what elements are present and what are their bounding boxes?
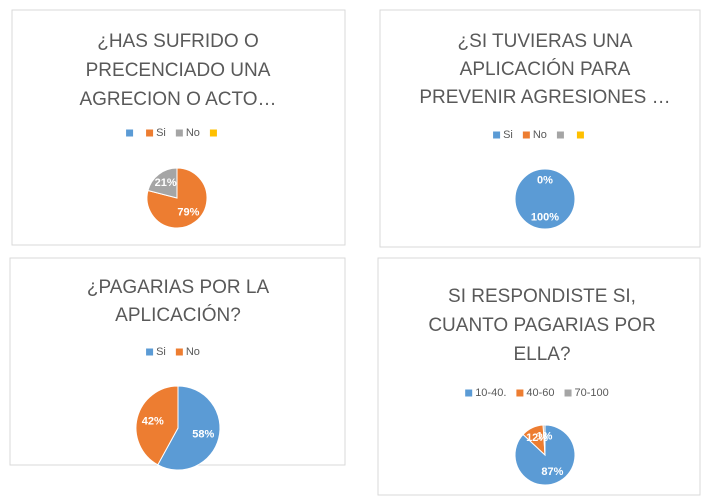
legend-swatch [175, 129, 183, 137]
chart-title: ¿HAS SUFRIDO O [97, 31, 259, 52]
chart-title: APLICACIÓN PARA [460, 58, 631, 80]
chart-title: PRECENCIADO UNA [86, 60, 271, 81]
legend-swatch [576, 131, 584, 139]
legend-label: Si [156, 127, 166, 139]
pie-slice [514, 168, 576, 230]
legend-label: No [533, 129, 547, 141]
chart-title: CUANTO PAGARIAS POR [428, 315, 655, 336]
chart-title: AGRECION O ACTO… [79, 89, 276, 110]
pie-slice [157, 385, 221, 471]
data-label: 79% [177, 207, 199, 219]
pie-slice [542, 424, 546, 456]
legend-swatch [126, 129, 134, 137]
data-label: 100% [531, 212, 559, 224]
data-label: 58% [192, 428, 214, 440]
legend-swatch [556, 131, 564, 139]
legend-label: No [186, 127, 200, 139]
pie-slice [147, 167, 178, 199]
legend-swatch [493, 131, 501, 139]
legend-label: 40-60 [526, 387, 554, 399]
legend-swatch [146, 348, 154, 356]
legend-swatch [209, 129, 217, 137]
legend-swatch [522, 131, 530, 139]
legend-swatch [516, 389, 524, 397]
chart-title: ELLA? [513, 344, 570, 365]
chart-title: SI RESPONDISTE SI, [448, 286, 636, 307]
legend-label: No [186, 346, 200, 358]
data-label: 87% [541, 466, 563, 478]
chart-title: APLICACIÓN? [115, 304, 241, 326]
legend-label: 70-100 [575, 387, 609, 399]
data-label: 1% [536, 430, 552, 442]
legend-label: Si [503, 129, 513, 141]
chart-title: ¿SI TUVIERAS UNA [458, 31, 633, 52]
legend-label: 10-40. [475, 387, 506, 399]
data-label: 21% [155, 177, 177, 189]
data-label: 0% [537, 174, 553, 186]
pie-slice [135, 385, 179, 466]
data-label: 42% [142, 415, 164, 427]
chart-title: ¿PAGARIAS POR LA [87, 277, 270, 298]
legend-swatch [146, 129, 154, 137]
legend-swatch [564, 389, 572, 397]
panel [9, 257, 346, 466]
legend-swatch [175, 348, 183, 356]
legend-label: Si [156, 346, 166, 358]
legend-swatch [465, 389, 473, 397]
data-label: 12% [526, 432, 548, 444]
chart-title: PREVENIR AGRESIONES … [419, 87, 670, 108]
